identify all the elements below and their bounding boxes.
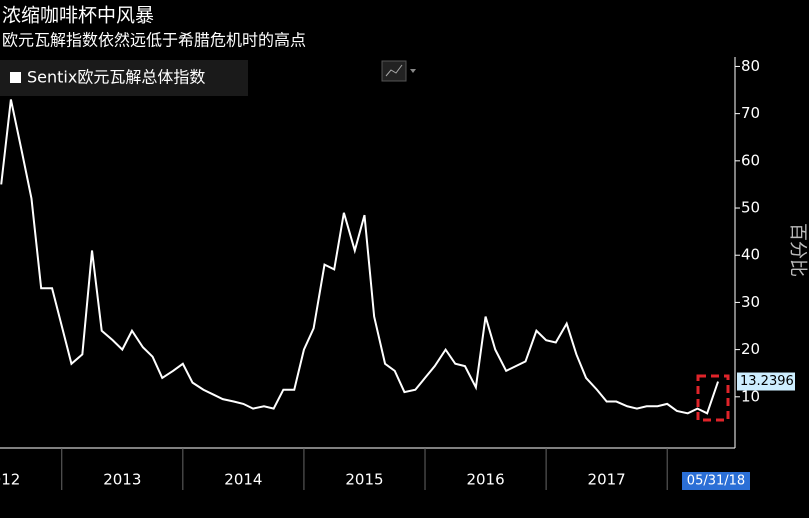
data-line	[0, 99, 719, 415]
end-date-box	[682, 472, 750, 490]
y-tick-label: 40	[741, 246, 760, 264]
legend-box	[0, 60, 248, 96]
icon-glyph	[385, 64, 403, 77]
x-tick-label: 2016	[466, 471, 504, 489]
legend-swatch	[10, 72, 21, 83]
y-axis-label: 百分比	[787, 223, 808, 277]
last-value-box	[737, 372, 795, 391]
chart-title: 浓缩咖啡杯中风暴	[2, 5, 154, 27]
y-tick-label: 20	[741, 340, 760, 358]
x-tick-label: 2012	[0, 471, 20, 489]
icon-dropdown[interactable]	[410, 69, 416, 73]
x-tick-label: 2013	[103, 471, 141, 489]
y-tick-label: 10	[741, 387, 760, 405]
x-tick-label: 2017	[588, 471, 626, 489]
y-tick-label: 50	[741, 199, 760, 217]
x-tick-label: 2014	[224, 471, 262, 489]
end-date-label: 05/31/18	[687, 474, 745, 489]
x-tick-label: 2015	[345, 471, 383, 489]
last-value-label: 13.2396	[740, 374, 794, 389]
chart-type-icon[interactable]	[381, 60, 407, 82]
highlight-box	[696, 374, 730, 422]
y-tick-label: 60	[741, 151, 760, 169]
legend-label: Sentix欧元瓦解总体指数	[27, 68, 205, 87]
chart-subtitle: 欧元瓦解指数依然远低于希腊危机时的高点	[2, 31, 306, 50]
y-tick-label: 80	[741, 57, 760, 75]
y-tick-label: 70	[741, 104, 760, 122]
y-tick-label: 30	[741, 293, 760, 311]
